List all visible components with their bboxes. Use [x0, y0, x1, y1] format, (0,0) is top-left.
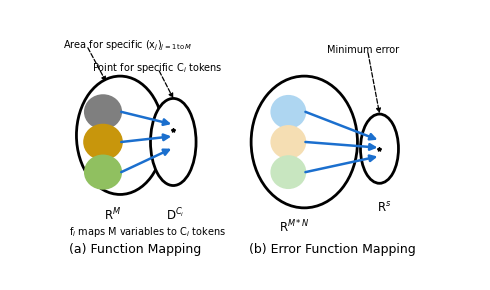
Ellipse shape: [271, 126, 305, 158]
Text: R$^{M*N}$: R$^{M*N}$: [279, 219, 310, 235]
Text: (a) Function Mapping: (a) Function Mapping: [69, 243, 201, 256]
Text: f$_i$ maps M variables to C$_i$ tokens: f$_i$ maps M variables to C$_i$ tokens: [69, 225, 226, 240]
Ellipse shape: [85, 155, 121, 189]
Text: R$^s$: R$^s$: [377, 201, 391, 215]
Ellipse shape: [76, 76, 164, 195]
Text: Area for specific (x$_j$)$_{j=1 \, \mathrm{to} \, M}$: Area for specific (x$_j$)$_{j=1 \, \math…: [63, 39, 193, 53]
Ellipse shape: [271, 96, 305, 128]
Ellipse shape: [85, 95, 121, 128]
Text: D$^{C_i}$: D$^{C_i}$: [166, 206, 184, 223]
Ellipse shape: [271, 156, 305, 188]
Ellipse shape: [84, 125, 122, 160]
Text: (b) Error Function Mapping: (b) Error Function Mapping: [249, 243, 416, 256]
Text: Point for specific C$_i$ tokens: Point for specific C$_i$ tokens: [92, 61, 222, 75]
Text: R$^M$: R$^M$: [104, 206, 121, 223]
Ellipse shape: [361, 114, 398, 183]
Ellipse shape: [251, 76, 358, 208]
Text: Minimum error: Minimum error: [327, 46, 399, 55]
Ellipse shape: [150, 98, 196, 186]
